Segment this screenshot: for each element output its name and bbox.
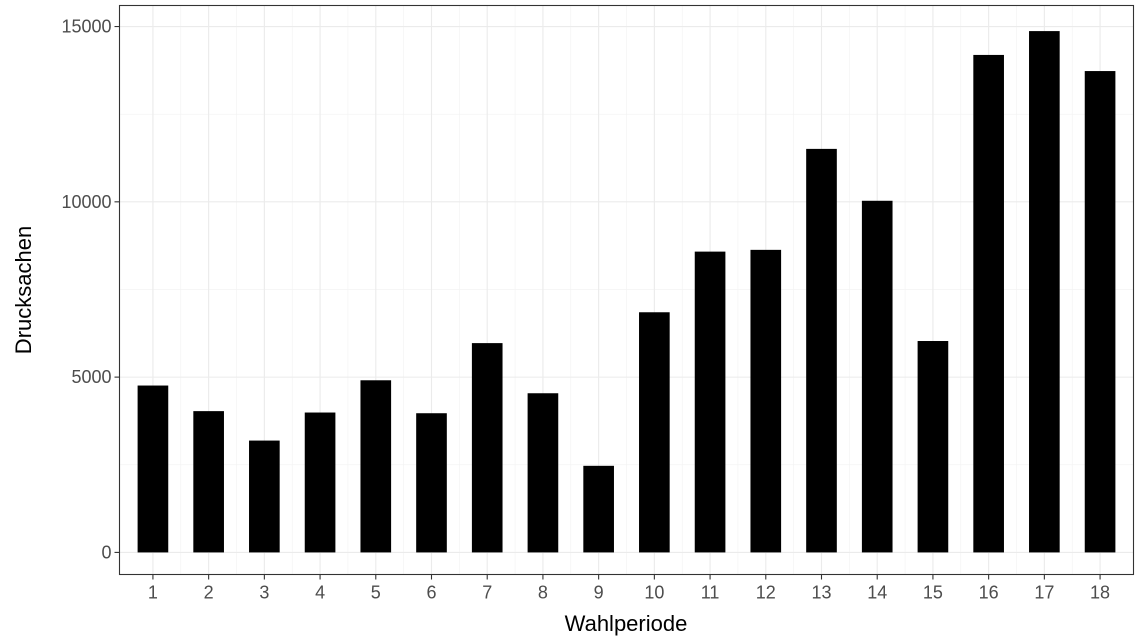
x-tick-label: 4 (315, 583, 325, 603)
y-tick-label: 10000 (61, 192, 111, 212)
x-tick-label: 5 (371, 583, 381, 603)
bar-wahlperiode-13 (806, 148, 837, 553)
bar-wahlperiode-2 (193, 411, 224, 553)
x-tick-label: 7 (482, 583, 492, 603)
x-tick-label: 11 (701, 583, 720, 603)
x-tick-label: 13 (811, 583, 831, 603)
bar-wahlperiode-17 (1029, 31, 1060, 553)
x-tick-label: 9 (594, 583, 604, 603)
y-axis: 0 5000 10000 15000 (61, 17, 120, 562)
bar-wahlperiode-18 (1084, 71, 1116, 553)
x-tick-label: 3 (259, 583, 269, 603)
y-tick-label: 15000 (61, 17, 111, 37)
x-tick-label: 15 (923, 583, 943, 603)
bar-wahlperiode-10 (639, 312, 670, 553)
x-tick-label: 8 (538, 583, 548, 603)
x-tick-label: 1 (148, 583, 158, 603)
bar-wahlperiode-7 (471, 343, 503, 553)
bar-wahlperiode-15 (917, 341, 949, 553)
bar-wahlperiode-16 (973, 54, 1004, 553)
bar-wahlperiode-12 (750, 249, 782, 553)
bar-wahlperiode-6 (416, 413, 447, 553)
bar-wahlperiode-5 (360, 380, 392, 553)
x-tick-label: 12 (756, 583, 776, 603)
panel-border (118, 4, 1135, 576)
x-axis-title: Wahlperiode (565, 611, 688, 636)
bar-wahlperiode-11 (694, 251, 726, 553)
x-tick-label: 18 (1090, 583, 1110, 603)
x-tick-label: 2 (204, 583, 214, 603)
bar-wahlperiode-8 (527, 393, 559, 553)
y-tick-label: 0 (101, 542, 111, 562)
bar-wahlperiode-9 (583, 465, 614, 553)
bar-wahlperiode-1 (137, 385, 169, 553)
x-tick-label: 17 (1034, 583, 1054, 603)
y-axis-title: Drucksachen (11, 226, 36, 354)
x-tick-label: 16 (979, 583, 999, 603)
x-tick-label: 10 (644, 583, 664, 603)
y-tick-label: 5000 (71, 367, 111, 387)
x-axis: 1 2 3 4 5 6 7 8 9 10 11 12 13 14 15 16 17 18 (148, 574, 1110, 603)
bar-wahlperiode-14 (861, 200, 893, 553)
x-tick-label: 14 (867, 583, 887, 603)
x-tick-label: 6 (426, 583, 436, 603)
bar-wahlperiode-3 (249, 440, 280, 553)
bars (137, 31, 1116, 553)
bar-wahlperiode-4 (304, 412, 336, 553)
